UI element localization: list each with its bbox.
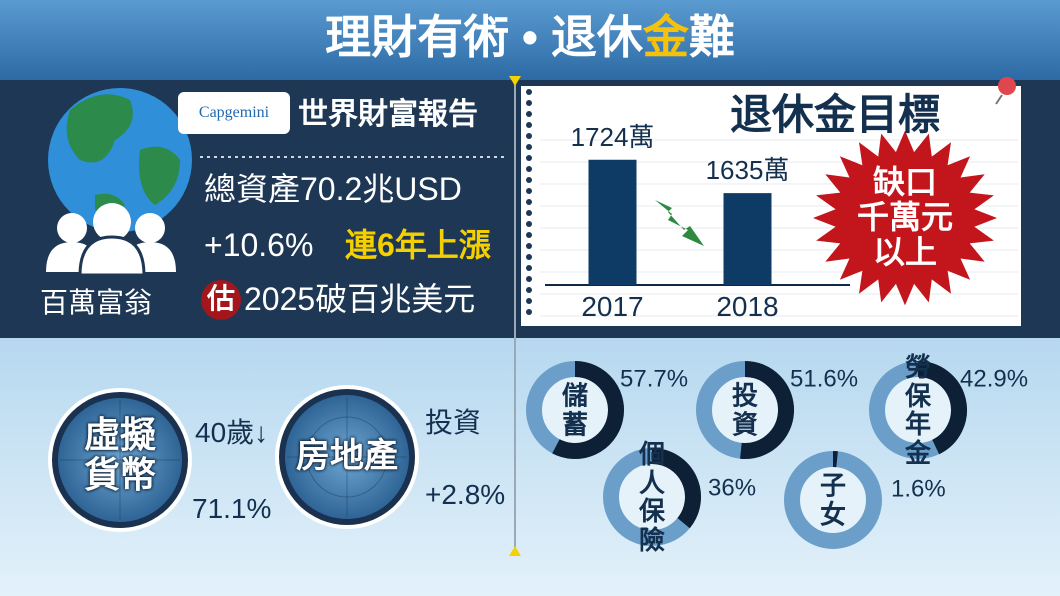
- binding-ring: [526, 210, 532, 216]
- donut-arc: [651, 448, 701, 529]
- x-tick-label: 2017: [581, 291, 643, 322]
- donut-center: [712, 377, 778, 443]
- bar-value-label: 1724萬: [571, 122, 655, 152]
- binding-ring: [526, 89, 532, 95]
- binding-ring: [526, 309, 532, 315]
- property-disc: [275, 385, 419, 529]
- binding-ring: [526, 276, 532, 282]
- property-note: 投資: [425, 407, 482, 438]
- streak: 連6年上漲: [345, 227, 491, 263]
- binding-ring: [526, 265, 532, 271]
- binding-ring: [526, 144, 532, 150]
- binding-ring: [526, 232, 532, 238]
- gap-line: 以上: [872, 234, 937, 271]
- header-band: [0, 0, 1060, 80]
- donut-arc: [917, 361, 967, 455]
- binding-ring: [526, 287, 532, 293]
- binding-ring: [526, 199, 532, 205]
- donut-value-label: 1.6%: [891, 475, 946, 502]
- gap-line: 缺口: [872, 164, 937, 200]
- property-label: 房地產: [296, 437, 398, 475]
- caption: 百萬富翁: [40, 287, 153, 318]
- crypto-label: 虛擬貨幣: [83, 414, 156, 495]
- binding-ring: [526, 221, 532, 227]
- binding-ring: [526, 100, 532, 106]
- x-tick-label: 2018: [716, 291, 778, 322]
- gap-line: 千萬元: [856, 199, 953, 236]
- brand: Capgemini: [198, 104, 270, 121]
- donut-value-label: 42.9%: [960, 365, 1028, 392]
- trend-arrow: [655, 200, 704, 246]
- people-icon: [46, 203, 176, 277]
- binding-ring: [526, 298, 532, 304]
- estimate-badge: [201, 280, 241, 320]
- donut-value-label: 36%: [708, 474, 756, 501]
- globe-land: [66, 94, 180, 214]
- divider-tip: [509, 546, 521, 556]
- binding-ring: [526, 111, 532, 117]
- donut-center: [885, 377, 951, 443]
- donut-category: 個人保險: [638, 438, 665, 555]
- brand-badge: [178, 92, 290, 134]
- crypto-age: 40歲↓: [195, 417, 269, 448]
- donut-center: [800, 467, 866, 533]
- donut-center: [542, 377, 608, 443]
- binding-ring: [526, 177, 532, 183]
- binding-ring: [526, 155, 532, 161]
- binding-ring: [526, 133, 532, 139]
- title: 理財有術 • 退休金難: [0, 12, 1060, 63]
- donut-value-label: 51.6%: [790, 365, 858, 392]
- binding-ring: [526, 243, 532, 249]
- donut-center: [619, 464, 685, 530]
- binding-ring: [526, 122, 532, 128]
- forecast: 2025破百兆美元: [244, 281, 476, 317]
- bar: [588, 159, 637, 285]
- title-text: 理財有術 • 退休: [325, 11, 643, 63]
- donut-category: 勞保年金: [904, 351, 931, 468]
- burst: [813, 130, 997, 306]
- divider-tip: [509, 76, 521, 86]
- pin-needle: [995, 94, 1003, 105]
- binding-ring: [526, 254, 532, 260]
- donut-category: 子女: [819, 470, 846, 529]
- crypto-share: 71.1%: [192, 493, 272, 524]
- donut-category: 投資: [731, 380, 758, 439]
- donut-arc: [552, 361, 624, 459]
- title-text: 難: [688, 11, 735, 63]
- donut-category: 儲蓄: [561, 380, 588, 439]
- target-title: 退休金目標: [730, 91, 941, 138]
- estimate-badge-text: 估: [206, 283, 235, 314]
- binding-ring: [526, 188, 532, 194]
- bar-value-label: 1635萬: [706, 155, 790, 185]
- total-assets: 總資產70.2兆USD: [204, 171, 462, 207]
- binding-ring: [526, 166, 532, 172]
- crypto-disc: [48, 388, 192, 532]
- title-highlight: 金: [642, 11, 689, 63]
- property-share: +2.8%: [425, 479, 506, 510]
- pin: [998, 77, 1016, 95]
- report-title: 世界財富報告: [298, 98, 478, 131]
- donut-value-label: 57.7%: [620, 365, 688, 392]
- donut-arc: [740, 361, 795, 459]
- bar: [723, 193, 772, 285]
- gap-note: 缺口 千萬元 以上: [845, 164, 965, 271]
- growth: +10.6%: [204, 227, 314, 263]
